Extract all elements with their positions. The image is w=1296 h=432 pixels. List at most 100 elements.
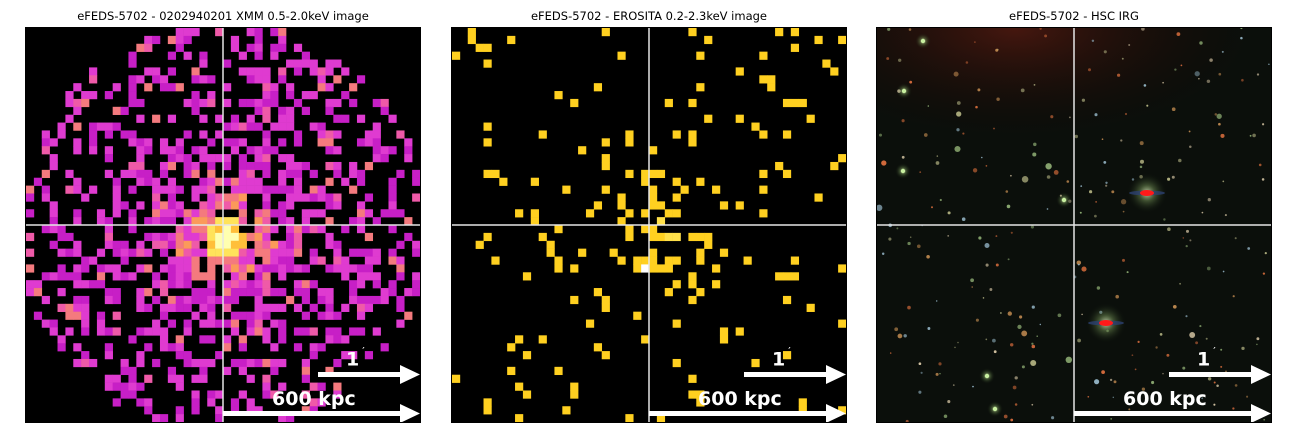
xmm-pixel [301, 288, 310, 297]
xmm-pixel [262, 161, 271, 171]
erosita-scale-angle-arrowhead [826, 365, 846, 384]
erosita-pixel [759, 130, 768, 139]
erosita-pixel [554, 91, 563, 100]
xmm-pixel [199, 209, 208, 218]
xmm-pixel [96, 319, 106, 328]
erosita-pixel [838, 35, 846, 45]
xmm-pixel [356, 201, 366, 210]
erosita-pixel [570, 390, 579, 399]
erosita-pixel [625, 414, 634, 422]
hsc-star [1010, 418, 1014, 422]
hsc-star [1094, 113, 1098, 117]
xmm-pixel [175, 225, 184, 234]
xmm-pixel [270, 83, 279, 92]
xmm-pixel [230, 319, 240, 328]
erosita-pixel [530, 217, 539, 226]
hsc-star [1232, 407, 1235, 410]
xmm-pixel [380, 98, 389, 108]
xmm-pixel [57, 288, 66, 297]
xmm-pixel [230, 295, 240, 305]
xmm-pixel [246, 185, 255, 194]
hsc-star [881, 252, 885, 255]
xmm-pixel [230, 232, 240, 242]
hsc-star [957, 341, 959, 344]
xmm-pixel [230, 201, 240, 210]
erosita-pixel [641, 264, 650, 273]
hsc-star [1234, 237, 1237, 240]
xmm-pixel [223, 335, 232, 344]
xmm-pixel [223, 264, 232, 273]
xmm-pixel [412, 280, 420, 289]
hsc-star [894, 327, 899, 332]
xmm-pixel [152, 201, 161, 210]
xmm-pixel [388, 225, 397, 234]
erosita-pixel [838, 406, 846, 415]
xmm-pixel [262, 114, 271, 123]
xmm-pixel [293, 43, 303, 52]
hsc-star [1139, 141, 1144, 146]
xmm-pixel [325, 303, 334, 312]
xmm-pixel [183, 51, 192, 60]
hsc-star [1139, 165, 1143, 169]
hsc-galaxy-upper-core [1140, 190, 1154, 196]
hsc-scale-length-arrowhead [1251, 404, 1271, 422]
xmm-pixel [96, 248, 106, 257]
xmm-pixel [254, 248, 263, 257]
xmm-pixel [356, 114, 366, 123]
hsc-star [1241, 78, 1244, 82]
xmm-pixel [301, 106, 310, 115]
xmm-pixel [301, 59, 310, 68]
xmm-pixel [262, 240, 271, 249]
xmm-pixel [65, 272, 74, 281]
erosita-pixel [696, 390, 705, 399]
hsc-star [1005, 190, 1009, 193]
xmm-pixel [270, 43, 279, 52]
xmm-pixel [380, 343, 389, 352]
erosita-pixel [601, 161, 610, 171]
erosita-pixel [712, 185, 721, 194]
xmm-pixel [293, 232, 303, 242]
erosita-pixel [688, 232, 697, 242]
xmm-pixel [41, 319, 50, 328]
hsc-star [1074, 134, 1079, 139]
xmm-pixel [254, 154, 263, 163]
xmm-pixel [223, 193, 232, 202]
xmm-pixel [128, 75, 137, 84]
xmm-pixel [159, 343, 169, 352]
xmm-pixel [412, 272, 420, 281]
xmm-pixel [230, 193, 240, 202]
erosita-pixel [735, 114, 744, 123]
xmm-pixel [325, 161, 334, 171]
xmm-pixel [26, 248, 35, 257]
xmm-pixel [167, 193, 177, 202]
xmm-pixel [286, 154, 295, 163]
xmm-pixel-grid [26, 28, 420, 422]
hsc-star [1218, 122, 1221, 126]
hsc-star [952, 384, 955, 386]
xmm-pixel [183, 358, 192, 368]
hsc-star [1079, 211, 1082, 214]
xmm-pixel [167, 114, 177, 123]
erosita-pixel [688, 138, 697, 147]
xmm-pixel [191, 75, 200, 84]
xmm-pixel [175, 335, 184, 344]
erosita-pixel [790, 43, 800, 52]
xmm-pixel [199, 217, 208, 226]
hsc-star [920, 371, 923, 374]
xmm-pixel [104, 232, 113, 242]
hsc-star [1120, 199, 1127, 205]
hsc-star [1224, 214, 1227, 217]
xmm-pixel [167, 264, 177, 273]
erosita-pixel [798, 98, 807, 108]
xmm-pixel [207, 217, 216, 226]
xmm-pixel [325, 177, 334, 186]
hsc-star [1185, 244, 1188, 248]
xmm-pixel [254, 358, 263, 368]
xmm-pixel [73, 98, 82, 108]
erosita-pixel [672, 130, 681, 139]
xmm-pixel [159, 311, 169, 320]
xmm-pixel [341, 177, 350, 186]
xmm-pixel [199, 295, 208, 305]
xmm-pixel [33, 280, 43, 289]
hsc-bright-star [984, 373, 990, 379]
